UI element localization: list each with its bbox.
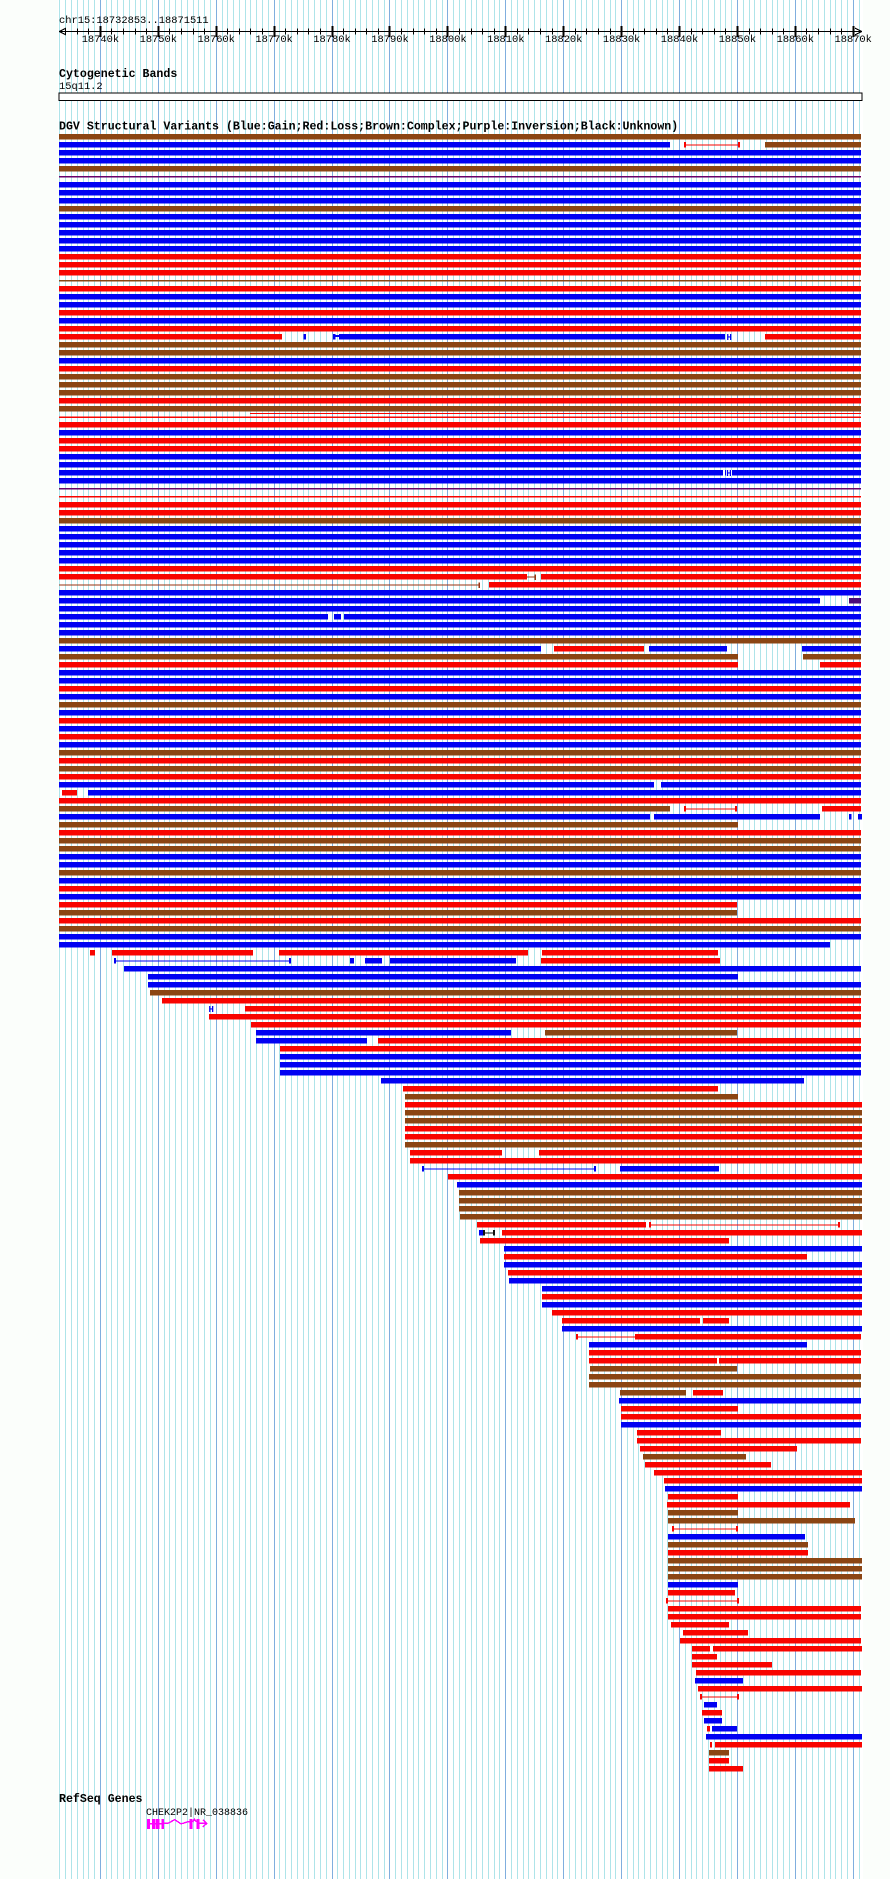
svg-text:18840k: 18840k — [661, 34, 698, 46]
svg-text:18820k: 18820k — [545, 34, 582, 46]
svg-text:18750k: 18750k — [140, 34, 177, 46]
svg-text:15q11.2: 15q11.2 — [59, 81, 103, 93]
svg-text:18810k: 18810k — [487, 34, 524, 46]
svg-text:18830k: 18830k — [603, 34, 640, 46]
svg-text:18800k: 18800k — [429, 34, 466, 46]
svg-text:chr15:18732853..18871511: chr15:18732853..18871511 — [59, 15, 209, 27]
svg-text:18760k: 18760k — [197, 34, 234, 46]
svg-text:18870k: 18870k — [834, 34, 871, 46]
svg-text:H: H — [726, 469, 731, 479]
svg-text:18740k: 18740k — [82, 34, 119, 46]
svg-text:H: H — [727, 333, 732, 343]
svg-text:DGV Structural Variants (Blue:: DGV Structural Variants (Blue:Gain;Red:L… — [59, 121, 678, 134]
svg-text:18850k: 18850k — [719, 34, 756, 46]
svg-text:18770k: 18770k — [255, 34, 292, 46]
svg-text:RefSeq Genes: RefSeq Genes — [59, 1793, 143, 1806]
svg-text:Cytogenetic Bands: Cytogenetic Bands — [59, 68, 177, 81]
svg-text:CHEK2P2|NR_038836: CHEK2P2|NR_038836 — [146, 1807, 248, 1819]
svg-text:18860k: 18860k — [777, 34, 814, 46]
svg-text:18780k: 18780k — [313, 34, 350, 46]
svg-text:18790k: 18790k — [371, 34, 408, 46]
svg-text:H: H — [209, 1005, 214, 1015]
